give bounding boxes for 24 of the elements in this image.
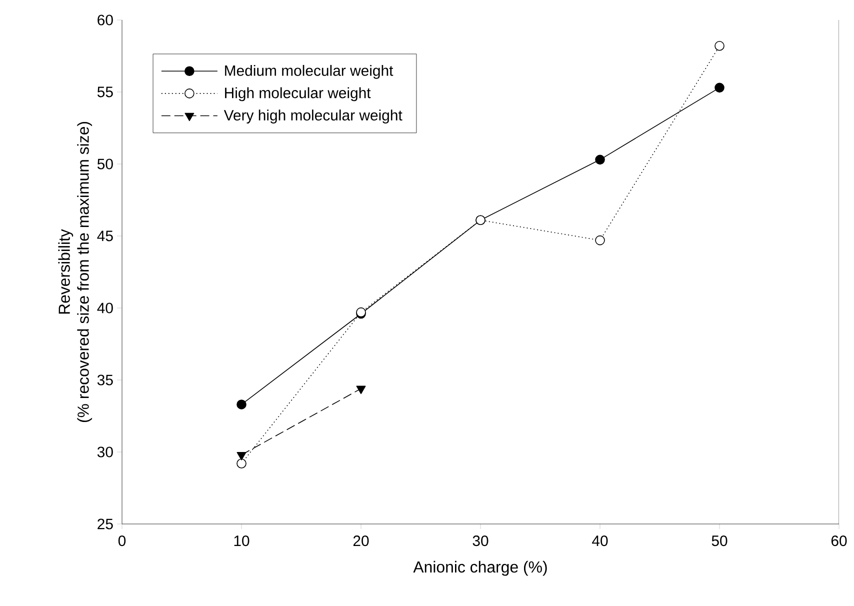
x-tick-label: 10: [234, 536, 250, 546]
legend-label: Very high molecular weight: [224, 110, 402, 124]
legend-label: Medium molecular weight: [225, 64, 394, 79]
point: [595, 235, 605, 246]
x-tick-label: 20: [353, 536, 369, 546]
x-axis-title: Anionic charge (%): [413, 560, 547, 576]
y-tick-label: 55: [97, 86, 113, 98]
y-tick-label: 40: [97, 302, 113, 314]
x-tick-label: 40: [592, 536, 608, 546]
point: [714, 82, 724, 93]
y-tick-label: 30: [97, 446, 113, 458]
x-tick-label: 30: [472, 536, 488, 546]
x-tick-label: 0: [118, 536, 126, 546]
y-tick-label: 45: [97, 230, 113, 242]
legend-label: High molecular weight: [225, 87, 371, 102]
y-axis-title: Reversibility (% recovered size from the maximum size): [58, 122, 92, 422]
y-tick-label: 60: [98, 14, 113, 26]
point: [236, 400, 246, 410]
x-tick-label: 60: [831, 536, 847, 546]
x-tick-label: 50: [712, 536, 728, 546]
point: [595, 154, 605, 165]
y-tick-label: 50: [97, 158, 113, 170]
y-tick-label: 25: [98, 518, 113, 530]
y-tick-label: 35: [97, 374, 113, 386]
